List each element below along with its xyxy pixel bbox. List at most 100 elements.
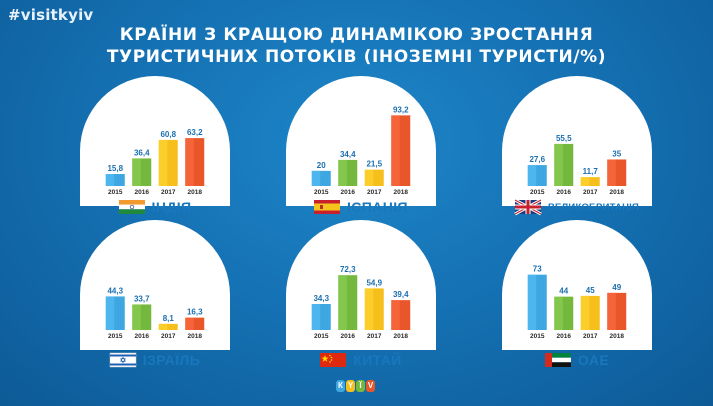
value-label: 55,5 (556, 134, 572, 143)
bar-2017 (158, 323, 178, 330)
india-flag-icon (118, 200, 145, 214)
bar-chart: 27,6 2015 55,5 2016 11,7 2017 35 2018 (527, 134, 627, 196)
logo-letter: К (336, 380, 345, 392)
value-label: 34,4 (340, 150, 356, 159)
chart-panel-china: 34,3 2015 72,3 2016 54,9 2017 39,4 2018 КИТАЙ (286, 220, 436, 368)
country-name: ІНДІЯ (151, 199, 192, 215)
bar-highlight (105, 174, 115, 186)
year-label: 2016 (341, 189, 356, 196)
bar-chart: 20 2015 34,4 2016 21,5 2017 93,2 2018 (311, 105, 411, 196)
year-label: 2017 (161, 333, 176, 340)
value-label: 93,2 (393, 105, 409, 114)
value-label: 35 (612, 149, 621, 158)
value-label: 73 (533, 265, 542, 274)
country-name: ІСПАНІЯ (346, 199, 409, 215)
bar-chart: 34,3 2015 72,3 2016 54,9 2017 39,4 2018 (311, 265, 411, 340)
bar-2017 (580, 177, 600, 186)
year-label: 2015 (108, 189, 123, 196)
bar-highlight (132, 158, 141, 186)
value-label: 33,7 (134, 294, 150, 303)
kyiv-logo: К Y Ї V (336, 380, 375, 392)
year-label: 2018 (394, 189, 409, 196)
value-label: 20 (317, 161, 326, 170)
year-label: 2018 (188, 333, 203, 340)
page-title: КРАЇНИ З КРАЩОЮ ДИНАМІКОЮ ЗРОСТАННЯ ТУРИ… (0, 24, 713, 68)
israel-flag-icon (109, 352, 137, 368)
bar-highlight (554, 296, 563, 330)
bar-highlight (391, 115, 400, 186)
country-label-row: ІЗРАЇЛЬ (80, 351, 230, 369)
bar-highlight (338, 159, 347, 186)
value-label: 15,8 (107, 164, 123, 173)
country-name: КИТАЙ (353, 352, 402, 368)
year-label: 2015 (314, 189, 329, 196)
bar-highlight (391, 300, 400, 330)
value-label: 60,8 (160, 130, 176, 139)
bar-highlight (364, 288, 374, 330)
bar-2015 (105, 174, 125, 186)
uae-flag-icon (544, 353, 571, 367)
logo-letter: Y (346, 380, 355, 392)
panel-background (502, 76, 652, 206)
year-label: 2016 (557, 189, 572, 196)
panel-background (286, 76, 436, 206)
value-label: 21,5 (366, 160, 382, 169)
year-label: 2018 (394, 333, 409, 340)
value-label: 27,6 (529, 155, 545, 164)
chart-panel-india: 15,8 2015 36,4 2016 60,8 2017 63,2 2018 ІНДІЯ (80, 76, 230, 215)
bar-highlight (311, 304, 321, 330)
value-label: 11,7 (583, 167, 599, 176)
bar-highlight (105, 296, 115, 330)
panel-background (286, 220, 436, 350)
chart-panel-spain: 20 2015 34,4 2016 21,5 2017 93,2 2018 ІСПАНІЯ (286, 76, 436, 215)
bar-highlight (607, 159, 616, 186)
value-label: 44 (559, 287, 568, 296)
country-label-row: ОАЕ (502, 351, 652, 369)
logo-letter: V (366, 380, 375, 392)
year-label: 2017 (583, 189, 598, 196)
hashtag: #visitkyiv (8, 6, 94, 24)
bar-chart: 15,8 2015 36,4 2016 60,8 2017 63,2 2018 (105, 128, 205, 196)
value-label: 45 (586, 286, 595, 295)
value-label: 54,9 (366, 278, 382, 287)
year-label: 2017 (583, 333, 598, 340)
year-label: 2017 (367, 189, 382, 196)
bar-highlight (580, 295, 590, 330)
country-label-row: ІСПАНІЯ (286, 198, 436, 216)
year-label: 2018 (610, 189, 625, 196)
value-label: 34,3 (313, 294, 329, 303)
title-line-2: ТУРИСТИЧНИХ ПОТОКІВ (ІНОЗЕМНІ ТУРИСТИ/%) (106, 47, 607, 67)
bar-highlight (158, 323, 168, 330)
year-label: 2015 (314, 333, 329, 340)
spain-flag-icon (313, 200, 340, 214)
bar-chart: 44,3 2015 33,7 2016 8,1 2017 16,3 2018 (105, 286, 205, 340)
bar-highlight (311, 170, 321, 186)
year-label: 2018 (188, 189, 203, 196)
value-label: 72,3 (340, 265, 356, 274)
bar-chart: 73 2015 44 2016 45 2017 49 2018 (527, 265, 627, 340)
bar-highlight (580, 177, 590, 186)
chart-panel-uae: 73 2015 44 2016 45 2017 49 2018 ОАЕ (502, 220, 652, 368)
year-label: 2015 (530, 333, 545, 340)
chart-panel-uk: 27,6 2015 55,5 2016 11,7 2017 35 2018 ВЕЛИКОБРИ… (502, 76, 652, 216)
value-label: 16,3 (187, 308, 203, 317)
value-label: 8,1 (163, 314, 175, 323)
panel-background (502, 220, 652, 350)
year-label: 2016 (135, 333, 150, 340)
country-name: ОАЕ (577, 352, 610, 368)
country-label-row: ВЕЛИКОБРИТАНІЯ (502, 198, 652, 216)
logo-letter: Ї (356, 380, 365, 392)
country-name: ВЕЛИКОБРИТАНІЯ (547, 201, 640, 213)
year-label: 2015 (108, 333, 123, 340)
bar-highlight (132, 304, 141, 330)
bar-highlight (364, 169, 374, 186)
year-label: 2016 (341, 333, 356, 340)
panel-background (80, 76, 230, 206)
bar-highlight (527, 274, 537, 330)
country-name: ІЗРАЇЛЬ (142, 352, 201, 368)
title-line-1: КРАЇНИ З КРАЩОЮ ДИНАМІКОЮ ЗРОСТАННЯ (119, 25, 594, 45)
value-label: 36,4 (134, 148, 150, 157)
year-label: 2017 (161, 189, 176, 196)
year-label: 2016 (557, 333, 572, 340)
chart-panel-israel: 44,3 2015 33,7 2016 8,1 2017 16,3 2018 ІЗРАЇЛЬ (80, 220, 230, 368)
